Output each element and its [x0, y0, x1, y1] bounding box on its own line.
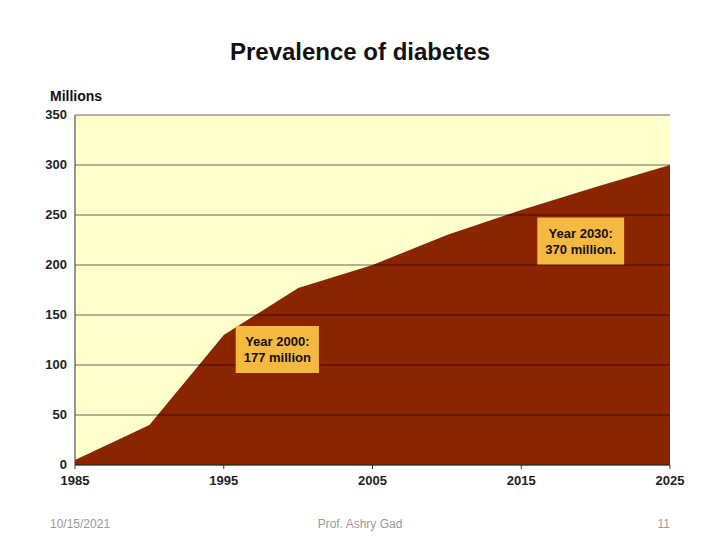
footer: Prof. Ashry Gad	[318, 517, 403, 531]
grid-line	[75, 165, 670, 166]
grid-line	[75, 465, 670, 466]
x-tick-label: 2025	[656, 473, 685, 488]
x-tick	[521, 465, 522, 469]
grid-line	[75, 115, 670, 116]
y-tick-label: 200	[45, 257, 67, 272]
annotation-text: Year 2030:370 million.	[545, 226, 616, 257]
grid	[75, 115, 670, 465]
grid-line	[75, 315, 670, 316]
annotation-text: Year 2000:177 million	[244, 334, 311, 365]
annotation: Year 2000:177 million	[236, 326, 319, 373]
annotation-box	[537, 218, 624, 265]
y-axis	[75, 115, 76, 465]
footer: 10/15/2021	[50, 517, 110, 531]
grid-line	[75, 215, 670, 216]
x-tick	[75, 465, 76, 469]
areas	[75, 115, 670, 465]
x-tick	[670, 465, 671, 469]
grid-line	[75, 415, 670, 416]
x-tick-label: 1995	[209, 473, 238, 488]
y-tick-label: 100	[45, 357, 67, 372]
x-tick	[223, 465, 224, 469]
grid-line	[75, 265, 670, 266]
x-tick-label: 1985	[61, 473, 90, 488]
y-tick-label: 300	[45, 157, 67, 172]
annotation-box	[236, 326, 319, 373]
grid-line	[75, 365, 670, 366]
x-axis	[75, 465, 670, 466]
y-axis-label: Millions	[50, 88, 102, 104]
title: Prevalence of diabetes	[230, 38, 490, 65]
y-tick-label: 50	[53, 407, 67, 422]
y-tick-label: 0	[60, 457, 67, 472]
y-tick-label: 250	[45, 207, 67, 222]
x-tick-label: 2015	[507, 473, 536, 488]
y-tick-label: 150	[45, 307, 67, 322]
y-tick-label: 350	[45, 107, 67, 122]
area-series	[75, 165, 670, 465]
footer: 11	[658, 517, 671, 531]
x-tick-label: 2005	[358, 473, 387, 488]
x-tick	[372, 465, 373, 469]
annotation: Year 2030:370 million.	[537, 218, 624, 265]
chart: 0 50 100 150 200 250 300 350 1985 1995 2005 2015 202…	[0, 0, 720, 540]
